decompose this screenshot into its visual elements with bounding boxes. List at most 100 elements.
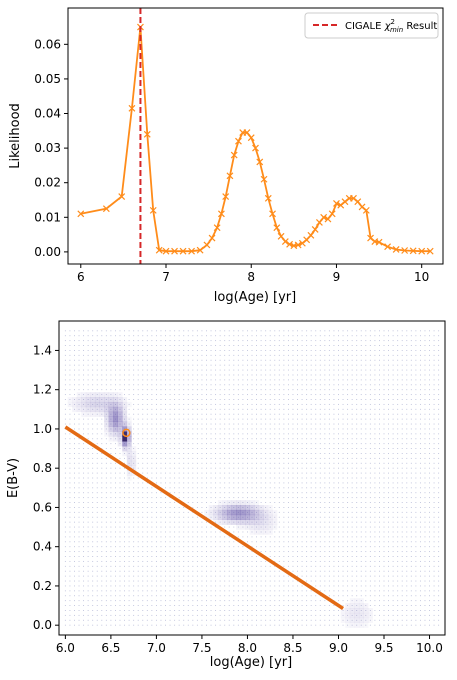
grid-point xyxy=(96,575,98,577)
grid-point xyxy=(347,590,349,592)
grid-point xyxy=(160,384,162,386)
grid-point xyxy=(269,462,271,464)
grid-point xyxy=(87,482,89,484)
grid-point xyxy=(142,379,144,381)
grid-point xyxy=(388,364,390,366)
grid-point xyxy=(101,477,103,479)
grid-point xyxy=(365,521,367,523)
grid-point xyxy=(69,467,71,469)
grid-point xyxy=(287,457,289,459)
grid-point xyxy=(146,497,148,499)
grid-point xyxy=(401,570,403,572)
grid-point xyxy=(201,614,203,616)
grid-point xyxy=(133,541,135,543)
grid-point xyxy=(219,462,221,464)
grid-point xyxy=(297,428,298,430)
grid-point xyxy=(292,467,294,469)
grid-point xyxy=(133,394,135,396)
grid-point xyxy=(338,374,339,376)
grid-point xyxy=(397,546,399,548)
grid-point xyxy=(269,428,271,430)
grid-point xyxy=(342,399,344,400)
grid-point xyxy=(187,590,189,592)
grid-point xyxy=(392,502,394,503)
grid-point xyxy=(415,457,417,459)
grid-point xyxy=(369,551,371,553)
grid-point xyxy=(124,565,125,567)
grid-point xyxy=(224,374,226,376)
grid-point xyxy=(178,556,180,557)
grid-point xyxy=(133,506,135,508)
grid-point xyxy=(388,423,390,425)
grid-point xyxy=(410,384,412,386)
grid-point xyxy=(351,585,353,587)
grid-point xyxy=(287,605,289,607)
grid-point xyxy=(210,590,212,592)
grid-point xyxy=(96,497,98,499)
grid-point xyxy=(274,619,276,621)
grid-point xyxy=(374,497,376,499)
grid-point xyxy=(297,590,298,592)
grid-point xyxy=(192,580,194,582)
grid-point xyxy=(155,614,157,616)
grid-point xyxy=(165,600,166,602)
grid-point xyxy=(297,335,298,337)
grid-point xyxy=(415,580,417,582)
grid-point xyxy=(265,354,267,356)
grid-point xyxy=(310,556,312,557)
grid-point xyxy=(292,531,294,533)
grid-point xyxy=(151,580,153,582)
grid-point xyxy=(283,413,285,415)
grid-point xyxy=(292,349,294,351)
grid-point xyxy=(324,472,326,474)
grid-point xyxy=(424,502,426,503)
grid-point xyxy=(233,506,235,508)
grid-point xyxy=(192,345,194,346)
grid-point xyxy=(69,369,71,371)
grid-point xyxy=(260,345,262,346)
grid-point xyxy=(133,595,135,597)
grid-point xyxy=(256,560,258,562)
grid-point xyxy=(215,364,217,366)
grid-point xyxy=(292,418,294,420)
grid-point xyxy=(351,575,353,577)
likelihood-point xyxy=(333,200,340,207)
grid-point xyxy=(201,600,203,602)
grid-point xyxy=(383,349,385,351)
grid-point xyxy=(269,349,271,351)
grid-point xyxy=(287,384,289,386)
grid-point xyxy=(342,560,344,562)
grid-point xyxy=(110,482,112,484)
grid-point xyxy=(146,345,148,346)
grid-point xyxy=(406,541,408,543)
grid-point xyxy=(215,624,217,626)
grid-point xyxy=(246,403,248,405)
grid-point xyxy=(183,477,185,479)
grid-point xyxy=(406,433,408,435)
grid-point xyxy=(419,379,421,381)
grid-point xyxy=(306,610,308,611)
grid-point xyxy=(283,506,285,508)
grid-point xyxy=(224,575,226,577)
grid-point xyxy=(356,394,358,396)
grid-point xyxy=(74,394,75,396)
grid-point xyxy=(237,595,239,597)
grid-point xyxy=(137,541,139,543)
grid-point xyxy=(219,580,221,582)
grid-point xyxy=(356,560,358,562)
grid-point xyxy=(74,595,75,597)
grid-point xyxy=(256,364,258,366)
grid-point xyxy=(124,541,125,543)
grid-point xyxy=(251,590,253,592)
grid-point xyxy=(301,335,303,337)
grid-point xyxy=(374,546,376,548)
grid-point xyxy=(224,624,226,626)
grid-point xyxy=(160,418,162,420)
grid-point xyxy=(278,610,280,611)
grid-point xyxy=(137,516,139,518)
grid-point xyxy=(274,384,276,386)
grid-point xyxy=(360,531,362,533)
grid-point xyxy=(160,546,162,548)
grid-point xyxy=(78,506,80,508)
grid-point xyxy=(265,546,267,548)
